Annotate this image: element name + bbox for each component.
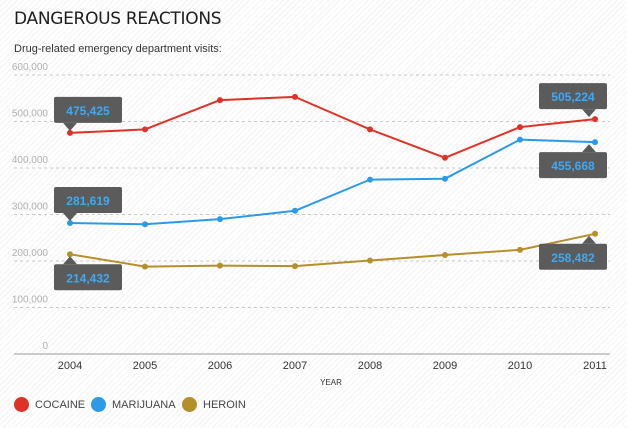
cocaine-series-line — [69, 95, 596, 159]
cocaine-data-point — [142, 126, 148, 133]
heroin-callout-label: 258,482 — [551, 251, 595, 265]
cocaine-callout-label: 505,224 — [551, 90, 595, 104]
cocaine-data-point — [367, 126, 373, 133]
heroin-data-point — [367, 257, 373, 264]
marijuana-callout-box — [539, 152, 607, 179]
marijuana-callout-pointer — [63, 213, 77, 222]
legend-label-heroin: HEROIN — [203, 398, 246, 411]
heroin-data-point — [292, 263, 298, 270]
heroin-data-point — [592, 230, 598, 237]
heroin-legend-swatch — [182, 397, 197, 412]
y-tick-label: 400,000 — [12, 155, 49, 166]
y-tick-label: 100,000 — [12, 295, 49, 306]
y-tick-label: 0 — [42, 341, 48, 352]
x-tick-label: 2009 — [433, 360, 457, 372]
marijuana-data-point — [142, 221, 148, 228]
marijuana-legend-swatch — [91, 397, 106, 412]
legend-label-marijuana: MARIJUANA — [112, 398, 176, 411]
marijuana-callout-label: 455,668 — [551, 159, 595, 173]
cocaine-data-point — [442, 154, 448, 161]
marijuana-series-line — [69, 138, 596, 226]
cocaine-callout-pointer — [63, 122, 77, 131]
heroin-callout-pointer — [582, 235, 596, 244]
heroin-callout-label: 214,432 — [66, 271, 110, 285]
chart-title: DANGEROUS REACTIONS — [14, 9, 222, 29]
heroin-data-point — [517, 246, 523, 253]
cocaine-callout-box — [539, 83, 607, 110]
legend-item-heroin: HEROIN — [182, 397, 246, 412]
heroin-data-point — [142, 263, 148, 270]
heroin-callout-box — [54, 264, 122, 291]
cocaine-callout-label: 475,425 — [66, 104, 110, 118]
cocaine-callout-pointer — [582, 109, 596, 118]
cocaine-callout-box — [54, 96, 122, 123]
heroin-series-line — [69, 232, 596, 268]
x-tick-label: 2010 — [508, 360, 532, 372]
cocaine-data-point — [67, 129, 73, 136]
chart-subtitle: Drug-related emergency department visits… — [14, 43, 222, 55]
marijuana-callout-box — [54, 187, 122, 214]
heroin-data-point — [217, 262, 223, 269]
heroin-data-point — [67, 251, 73, 258]
heroin-callout-box — [539, 243, 607, 270]
marijuana-data-point — [442, 175, 448, 182]
heroin-data-point — [442, 251, 448, 258]
x-tick-label: 2004 — [58, 360, 82, 372]
x-axis-label: YEAR — [320, 378, 342, 387]
marijuana-callout-pointer — [582, 144, 596, 153]
legend-item-marijuana: MARIJUANA — [91, 397, 176, 412]
marijuana-data-point — [292, 207, 298, 214]
cocaine-data-point — [592, 116, 598, 123]
marijuana-callout-label: 281,619 — [66, 194, 110, 208]
y-tick-label: 200,000 — [12, 248, 49, 259]
marijuana-data-point — [592, 139, 598, 146]
x-tick-label: 2005 — [133, 360, 157, 372]
marijuana-data-point — [217, 216, 223, 223]
y-tick-label: 300,000 — [12, 202, 49, 213]
y-tick-label: 500,000 — [12, 109, 49, 120]
cocaine-data-point — [292, 93, 298, 100]
x-tick-label: 2006 — [208, 360, 232, 372]
marijuana-data-point — [67, 220, 73, 227]
cocaine-legend-swatch — [14, 397, 29, 412]
cocaine-data-point — [517, 124, 523, 131]
y-tick-label: 600,000 — [12, 62, 49, 73]
legend-item-cocaine: COCAINE — [14, 397, 85, 412]
x-tick-label: 2011 — [583, 360, 607, 372]
marijuana-data-point — [367, 176, 373, 183]
heroin-callout-pointer — [63, 256, 77, 265]
cocaine-data-point — [217, 97, 223, 104]
legend-label-cocaine: COCAINE — [35, 398, 86, 411]
x-tick-label: 2008 — [358, 360, 382, 372]
x-tick-label: 2007 — [283, 360, 307, 372]
marijuana-data-point — [517, 136, 523, 143]
